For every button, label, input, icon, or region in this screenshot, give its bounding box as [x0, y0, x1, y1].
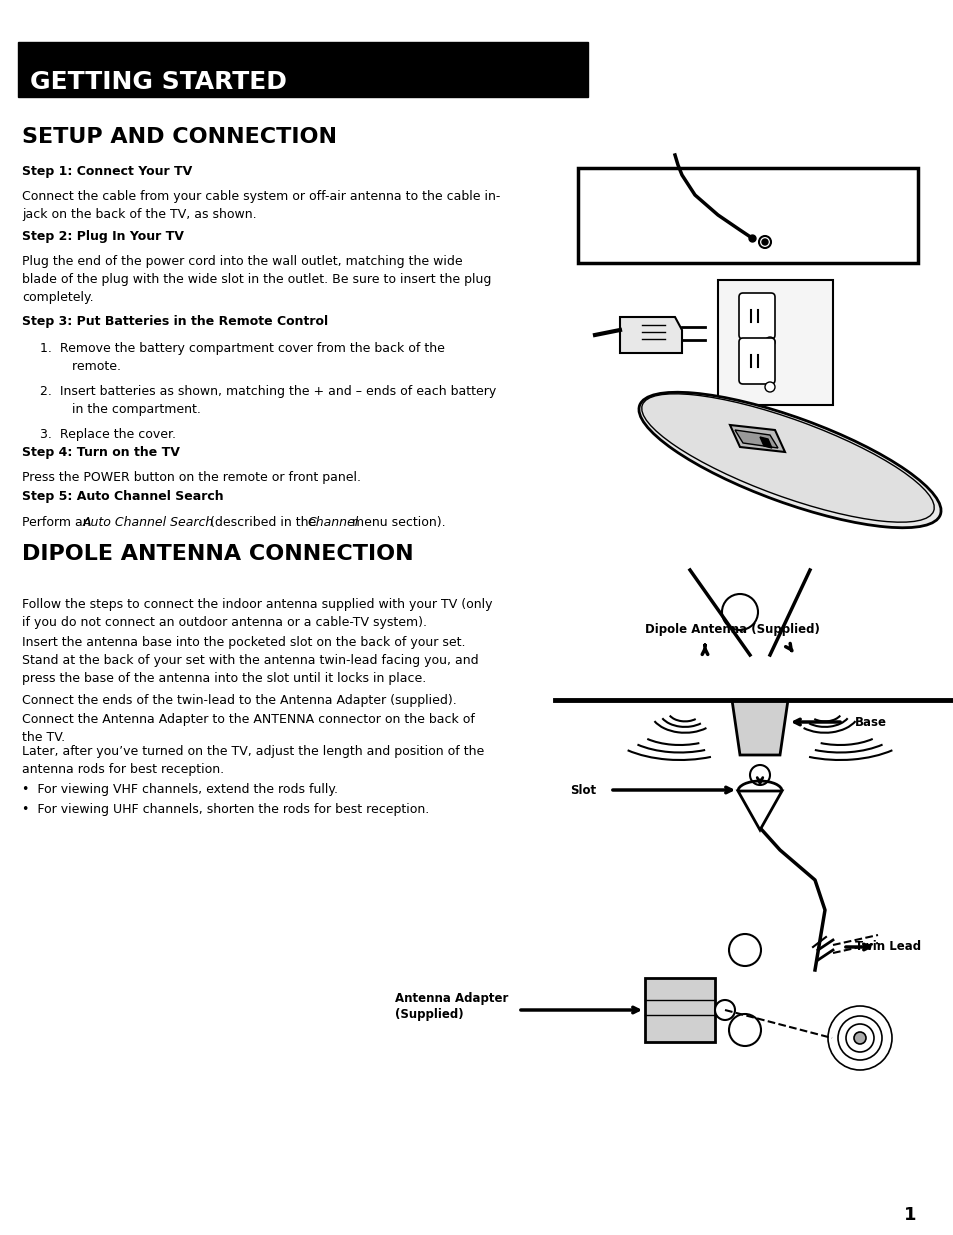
Circle shape: [764, 337, 774, 347]
Polygon shape: [760, 437, 771, 448]
Text: Base: Base: [854, 715, 886, 729]
Text: Dipole Antenna (Supplied): Dipole Antenna (Supplied): [644, 622, 819, 636]
Text: •  For viewing UHF channels, shorten the rods for best reception.: • For viewing UHF channels, shorten the …: [22, 803, 429, 816]
Circle shape: [728, 1014, 760, 1046]
Circle shape: [845, 1024, 873, 1052]
Text: 1.  Remove the battery compartment cover from the back of the
        remote.: 1. Remove the battery compartment cover …: [40, 342, 444, 373]
Circle shape: [759, 236, 770, 248]
Text: 1: 1: [902, 1207, 915, 1224]
Text: Slot: Slot: [569, 783, 596, 797]
Polygon shape: [644, 978, 714, 1042]
Text: Channel: Channel: [307, 516, 358, 529]
Circle shape: [837, 1016, 882, 1060]
Text: •  For viewing VHF channels, extend the rods fully.: • For viewing VHF channels, extend the r…: [22, 783, 337, 797]
Polygon shape: [734, 430, 778, 448]
Text: menu section).: menu section).: [348, 516, 445, 529]
Bar: [718, 280, 832, 405]
Bar: [578, 168, 917, 263]
Circle shape: [728, 934, 760, 966]
Text: DIPOLE ANTENNA CONNECTION: DIPOLE ANTENNA CONNECTION: [22, 543, 414, 564]
Text: Press the POWER button on the remote or front panel.: Press the POWER button on the remote or …: [22, 471, 360, 484]
Text: Perform an: Perform an: [22, 516, 94, 529]
Ellipse shape: [639, 393, 940, 527]
Text: Step 1: Connect Your TV: Step 1: Connect Your TV: [22, 165, 193, 178]
Text: GETTING STARTED: GETTING STARTED: [30, 70, 287, 94]
Text: (Supplied): (Supplied): [395, 1008, 463, 1021]
Text: (described in the: (described in the: [206, 516, 320, 529]
Text: Plug the end of the power cord into the wall outlet, matching the wide
blade of : Plug the end of the power cord into the …: [22, 254, 491, 304]
Polygon shape: [731, 700, 787, 755]
Text: Twin Lead: Twin Lead: [854, 941, 921, 953]
Text: Antenna Adapter: Antenna Adapter: [395, 992, 508, 1005]
Polygon shape: [619, 317, 681, 353]
Text: 3.  Replace the cover.: 3. Replace the cover.: [40, 429, 175, 441]
Text: Step 5: Auto Channel Search: Step 5: Auto Channel Search: [22, 490, 223, 503]
Bar: [18, 42, 587, 98]
Text: Follow the steps to connect the indoor antenna supplied with your TV (only
if yo: Follow the steps to connect the indoor a…: [22, 598, 492, 629]
Text: Step 4: Turn on the TV: Step 4: Turn on the TV: [22, 446, 180, 459]
Text: 2.  Insert batteries as shown, matching the + and – ends of each battery
       : 2. Insert batteries as shown, matching t…: [40, 385, 496, 416]
Text: Insert the antenna base into the pocketed slot on the back of your set.
Stand at: Insert the antenna base into the pockete…: [22, 636, 478, 685]
Text: Connect the Antenna Adapter to the ANTENNA connector on the back of
the TV.: Connect the Antenna Adapter to the ANTEN…: [22, 713, 475, 743]
FancyBboxPatch shape: [739, 338, 774, 384]
Text: Step 2: Plug In Your TV: Step 2: Plug In Your TV: [22, 230, 184, 243]
FancyBboxPatch shape: [739, 293, 774, 338]
Text: Connect the ends of the twin-lead to the Antenna Adapter (supplied).: Connect the ends of the twin-lead to the…: [22, 694, 456, 706]
Circle shape: [764, 382, 774, 391]
Ellipse shape: [641, 394, 933, 522]
Polygon shape: [729, 425, 784, 452]
Circle shape: [721, 594, 758, 630]
Text: Later, after you’ve turned on the TV, adjust the length and position of the
ante: Later, after you’ve turned on the TV, ad…: [22, 745, 484, 776]
Text: Connect the cable from your cable system or off-air antenna to the cable in-
jac: Connect the cable from your cable system…: [22, 190, 500, 221]
Text: Auto Channel Search: Auto Channel Search: [83, 516, 214, 529]
Text: Step 3: Put Batteries in the Remote Control: Step 3: Put Batteries in the Remote Cont…: [22, 315, 328, 329]
Circle shape: [827, 1007, 891, 1070]
Text: SETUP AND CONNECTION: SETUP AND CONNECTION: [22, 127, 336, 147]
Polygon shape: [738, 790, 781, 830]
Circle shape: [761, 240, 767, 245]
Circle shape: [853, 1032, 865, 1044]
Circle shape: [749, 764, 769, 785]
Circle shape: [714, 1000, 734, 1020]
